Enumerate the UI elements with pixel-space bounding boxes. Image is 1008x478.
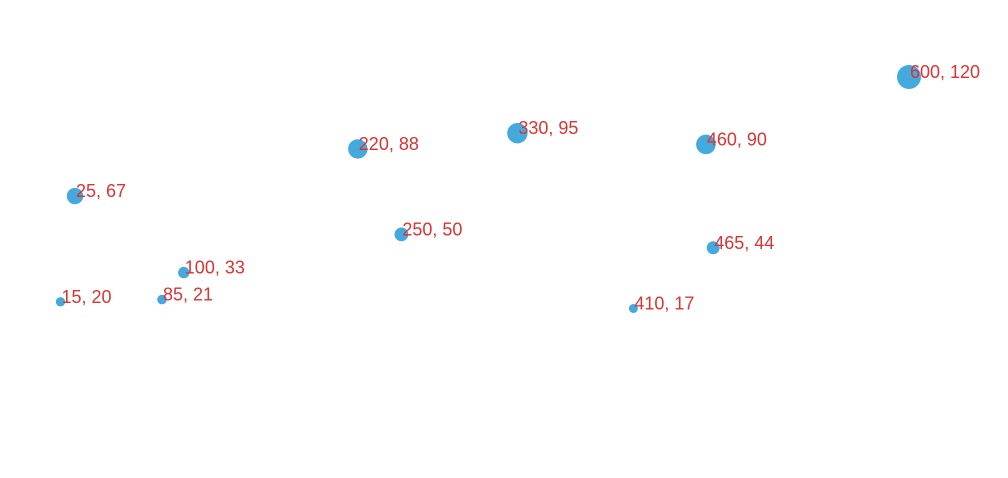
scatter-point: [348, 139, 368, 159]
scatter-point: [706, 241, 720, 255]
scatter-point: [157, 294, 167, 305]
point-label: 460, 90: [707, 129, 767, 149]
point-label: 25, 67: [76, 181, 126, 201]
scatter-point: [507, 123, 528, 144]
point-label: 330, 95: [518, 118, 578, 138]
point-label: 410, 17: [634, 294, 694, 314]
scatter-point: [178, 266, 190, 279]
points-layer: [55, 65, 921, 313]
labels-layer: 15, 20 25, 67 85, 21 100, 33 220, 88 250, 50 3…: [62, 62, 981, 314]
point-label: 465, 44: [714, 233, 774, 253]
point-label: 85, 21: [163, 285, 213, 305]
scatter-point: [696, 134, 716, 155]
point-label: 250, 50: [402, 219, 462, 239]
point-label: 220, 88: [359, 134, 419, 154]
scatter-point: [394, 227, 409, 242]
scatter-point: [628, 304, 638, 313]
point-label: 15, 20: [62, 287, 112, 307]
scatter-point: [897, 65, 921, 89]
point-label: 600, 120: [910, 62, 980, 82]
scatter-point: [66, 187, 84, 205]
point-label: 100, 33: [185, 258, 245, 278]
scatter-point: [55, 297, 66, 307]
